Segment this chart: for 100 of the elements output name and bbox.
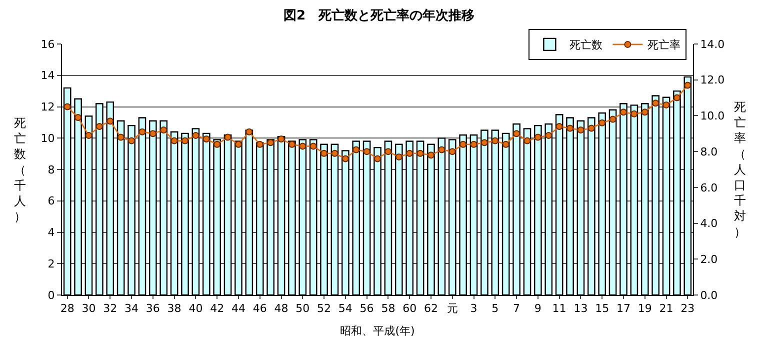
point: [64, 103, 71, 110]
point: [566, 124, 574, 132]
y-tick-label: 4: [48, 226, 55, 240]
point: [310, 142, 317, 150]
y2-tick-label: 0.0: [700, 288, 718, 302]
y-tick-label: 8: [48, 163, 55, 176]
point: [352, 146, 360, 154]
x-tick-label: 56: [360, 302, 374, 316]
x-tick-label: 3: [470, 302, 478, 316]
point: [363, 148, 370, 156]
point: [513, 130, 520, 138]
point: [181, 137, 188, 144]
point: [278, 136, 285, 143]
y-axis-title: 死亡数（千人）: [14, 116, 26, 224]
point: [448, 148, 456, 156]
point: [406, 150, 414, 157]
point: [170, 137, 178, 144]
y2-tick-label: 6.0: [700, 181, 718, 194]
x-tick-label: 5: [492, 302, 499, 316]
x-axis-title: 昭和、平成(年): [340, 324, 415, 338]
x-tick-label: 13: [574, 302, 588, 316]
y2-tick-label: 10.0: [700, 110, 725, 123]
point: [320, 150, 328, 157]
x-tick-label: 17: [616, 302, 630, 316]
x-tick-label: 52: [317, 302, 332, 316]
y2-tick-label: 14.0: [700, 38, 725, 51]
y2-tick-label: 8.0: [700, 145, 718, 158]
point: [384, 148, 392, 156]
x-tick-label: 42: [210, 302, 224, 316]
point: [662, 101, 670, 108]
y2-tick-label: 2.0: [700, 252, 718, 266]
point: [470, 140, 478, 148]
point: [117, 134, 124, 141]
x-tick-label: 32: [103, 302, 118, 316]
point: [246, 128, 253, 136]
point: [556, 122, 563, 130]
x-tick-label: 38: [167, 302, 182, 316]
point: [128, 137, 136, 144]
point: [620, 108, 627, 116]
y-tick-label: 12: [40, 100, 55, 114]
point: [331, 150, 338, 157]
x-tick-label: 28: [60, 302, 74, 316]
x-tick-label: 58: [381, 302, 396, 316]
point: [202, 136, 210, 143]
point: [524, 137, 531, 144]
x-tick-label: 21: [659, 302, 674, 316]
point: [160, 126, 168, 134]
y-tick-label: 0: [48, 288, 55, 302]
point: [96, 122, 103, 130]
x-tick-label: 23: [680, 302, 695, 316]
x-tick-label: 48: [274, 302, 288, 316]
point: [588, 124, 595, 132]
point: [192, 132, 200, 139]
y2-tick-label: 4.0: [700, 217, 718, 230]
point: [74, 114, 82, 122]
chart-title: 図2 死亡数と死亡率の年次推移: [283, 8, 475, 24]
point: [545, 132, 552, 139]
point: [438, 146, 446, 154]
y-tick-label: 14: [40, 69, 55, 82]
x-tick-label: 54: [338, 302, 352, 316]
x-tick-label: 60: [402, 302, 417, 316]
point: [299, 142, 306, 150]
x-tick-label: 62: [424, 302, 438, 316]
point: [673, 94, 680, 102]
point: [502, 140, 510, 148]
point: [374, 155, 381, 162]
point: [214, 140, 221, 148]
point: [641, 108, 648, 116]
point: [416, 150, 424, 157]
y-tick-label: 2: [48, 257, 55, 270]
point: [395, 153, 402, 160]
x-tick-label: 元: [446, 302, 458, 316]
x-tick-label: 46: [252, 302, 267, 316]
y2-tick-label: 12.0: [700, 74, 725, 87]
point: [106, 118, 114, 125]
point: [224, 134, 232, 141]
point: [652, 100, 660, 107]
point: [342, 155, 349, 162]
point: [577, 126, 584, 134]
point: [492, 137, 499, 144]
x-tick-label: 36: [146, 302, 160, 316]
point: [288, 140, 296, 148]
point: [609, 116, 616, 123]
x-tick-label: 44: [231, 302, 246, 316]
point: [149, 130, 156, 138]
point: [480, 139, 488, 146]
y-tick-label: 6: [48, 194, 55, 208]
point: [598, 119, 606, 126]
x-tick-label: 7: [513, 302, 520, 316]
x-tick-label: 40: [188, 302, 203, 316]
x-tick-label: 11: [552, 302, 566, 316]
point: [460, 140, 467, 148]
y-tick-label: 10: [40, 132, 55, 145]
y-tick-label: 16: [40, 38, 55, 51]
x-tick-label: 34: [124, 302, 139, 316]
legend-label: 死亡率: [648, 38, 681, 52]
point: [85, 132, 92, 139]
point: [138, 128, 146, 136]
x-tick-label: 30: [82, 302, 96, 316]
point: [256, 140, 264, 148]
